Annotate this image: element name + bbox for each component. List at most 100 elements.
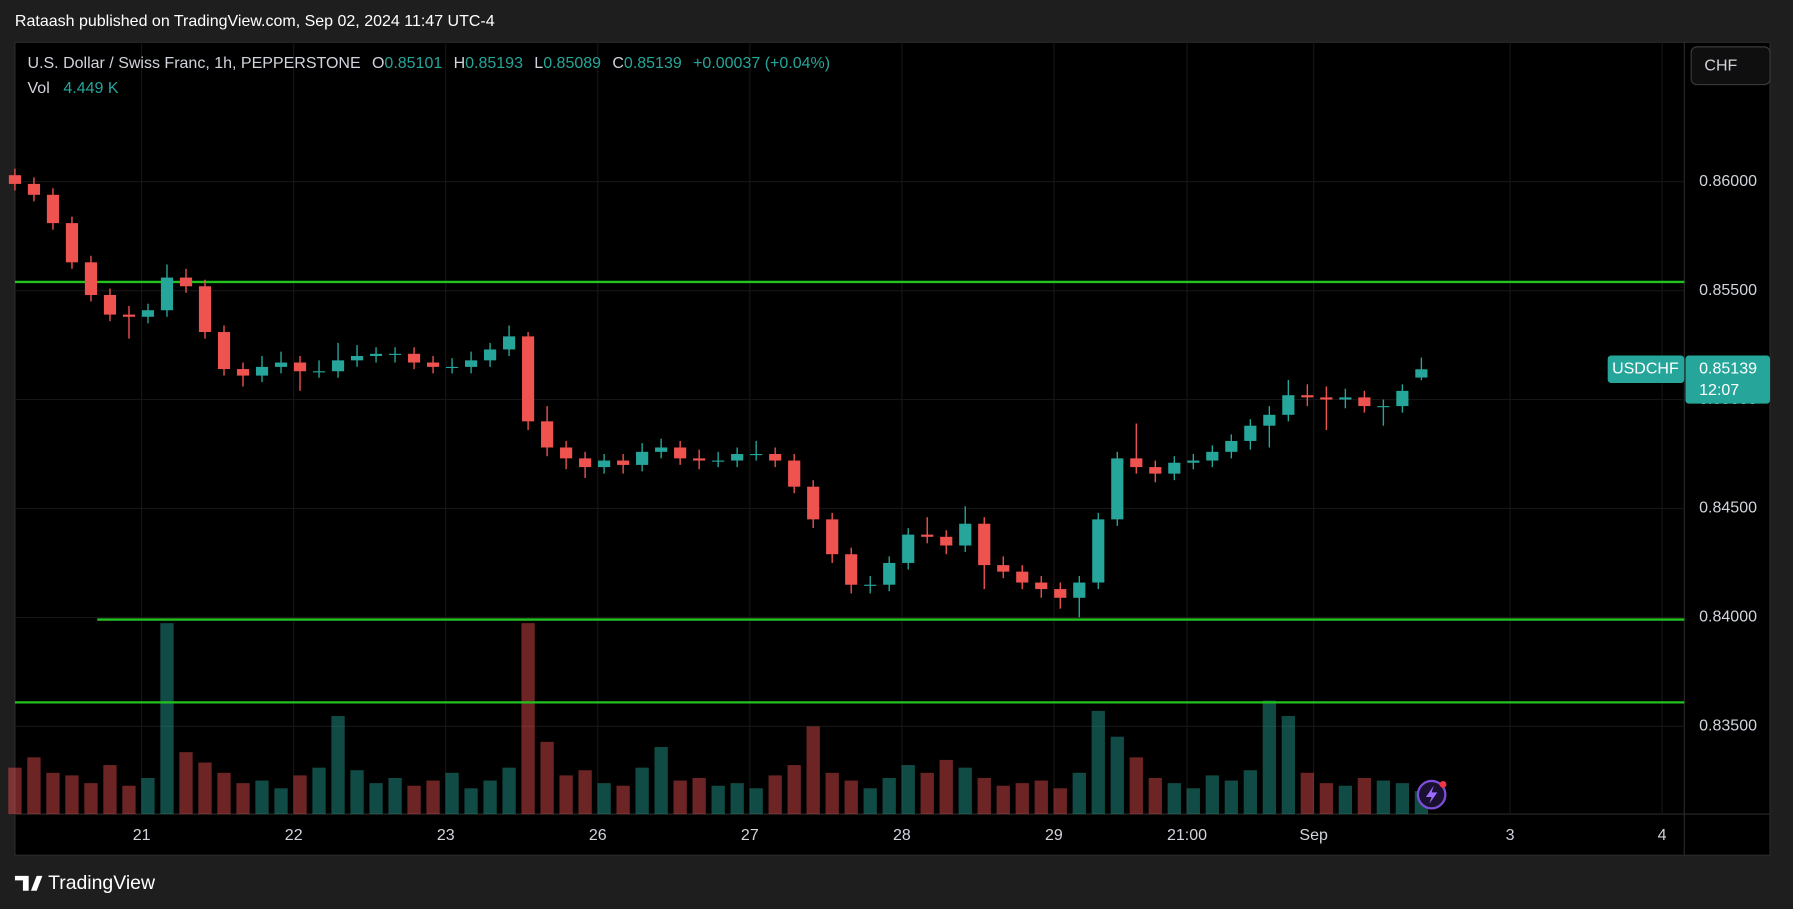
candle-body	[103, 294, 117, 315]
x-tick-label: 29	[1045, 827, 1063, 844]
volume-bar	[787, 765, 801, 815]
candle-body	[579, 458, 592, 468]
candle-body	[141, 310, 155, 317]
volume-bar	[901, 765, 915, 815]
volume-bar	[673, 780, 687, 815]
volume-bar	[996, 785, 1010, 815]
candle-body	[617, 460, 630, 465]
candle-body	[674, 447, 687, 459]
x-tick-label: 22	[285, 827, 303, 844]
candle-body	[769, 454, 782, 461]
x-tick-label: 4	[1658, 827, 1667, 844]
flash-glyph	[1425, 785, 1438, 804]
candle-body	[1092, 519, 1105, 583]
candle-body	[65, 223, 79, 263]
ohlc-value: 0.85101	[384, 55, 442, 72]
candle-body	[122, 314, 136, 317]
candle-body	[940, 536, 953, 546]
volume-bar	[1129, 757, 1143, 815]
candle-body	[1206, 451, 1219, 461]
volume-bar	[141, 777, 155, 815]
volume-bar	[1338, 785, 1353, 815]
volume-bar	[1395, 783, 1410, 815]
volume-bar	[1224, 780, 1238, 815]
legend: U.S. Dollar / Swiss Franc, 1h, PEPPERSTO…	[28, 55, 831, 72]
volume-name: Vol	[28, 80, 50, 97]
candle-body	[1130, 458, 1143, 468]
candle-body	[560, 447, 573, 459]
x-tick-label: 27	[741, 827, 759, 844]
volume-bar	[1376, 780, 1391, 815]
quick-action[interactable]	[1416, 779, 1447, 810]
symbol-tag	[1607, 355, 1685, 383]
candle-body	[598, 460, 611, 468]
candle-body	[1073, 582, 1086, 598]
volume-bar	[540, 741, 554, 815]
volume-bar	[236, 783, 250, 815]
candle-body	[902, 534, 915, 563]
currency-label[interactable]: CHF	[1704, 58, 1737, 75]
candle-body	[541, 421, 554, 448]
y-tick-label: 0.84000	[1699, 609, 1757, 626]
candle-body	[8, 175, 22, 184]
volume-bar	[312, 767, 326, 815]
volume-value: 4.449 K	[63, 80, 118, 97]
y-tick-label: 0.84500	[1699, 500, 1757, 517]
ohlc-label: C	[612, 55, 624, 72]
volume-bar	[882, 777, 896, 815]
y-tick-label: 0.85500	[1699, 282, 1757, 299]
volume-bar	[350, 770, 364, 815]
volume-bar	[730, 783, 744, 815]
candle-body	[1035, 582, 1048, 590]
x-tick-label: 21	[133, 827, 151, 844]
candle-body	[1396, 390, 1409, 407]
candle-body	[46, 194, 60, 224]
candle-body	[1320, 397, 1333, 400]
volume-legend: Vol 4.449 K	[28, 80, 119, 97]
volume-bar	[768, 775, 782, 815]
volume-bar	[692, 777, 706, 815]
ohlc-label: L	[534, 55, 543, 72]
plot: 0.835000.840000.845000.850000.855000.860…	[8, 42, 1757, 844]
volume-bar	[331, 716, 345, 815]
candle-body	[27, 183, 41, 195]
volume-bar	[1357, 777, 1372, 815]
ohlc-value: 0.85193	[465, 55, 523, 72]
logo-mark	[14, 875, 43, 891]
candles	[8, 168, 1428, 618]
volume-bar	[464, 788, 478, 815]
volume-bar	[806, 726, 820, 815]
candle-body	[750, 454, 763, 456]
chart-panel	[14, 41, 1771, 856]
volume-bar	[1053, 788, 1067, 815]
ohlc-label: H	[454, 55, 466, 72]
candle-body	[312, 371, 326, 373]
volume-bar	[1167, 783, 1181, 815]
volume-bar	[920, 772, 934, 815]
candle-body	[1187, 460, 1200, 463]
flash-badge	[1439, 780, 1447, 788]
candle-body	[978, 523, 991, 566]
candle-body	[179, 277, 193, 287]
candle-body	[807, 486, 820, 520]
volume-bar	[1262, 700, 1276, 815]
volume-bar	[1186, 788, 1200, 815]
volume-bar	[198, 762, 212, 815]
candle-body	[883, 562, 896, 585]
ohlc-value: 0.85139	[624, 55, 682, 72]
volume-bar	[1091, 710, 1105, 815]
candle-body	[160, 277, 174, 311]
volume-bar	[844, 780, 858, 815]
candle-body	[369, 353, 383, 356]
candle-body	[826, 519, 839, 555]
candle-body	[997, 565, 1010, 572]
candle-body	[255, 366, 269, 376]
volume-bar	[293, 775, 307, 815]
volume-bar	[1243, 770, 1257, 815]
candle-body	[217, 332, 231, 370]
candle-body	[1377, 406, 1390, 408]
candle-body	[84, 262, 98, 295]
currency-button[interactable]	[1690, 46, 1771, 86]
volume-bar	[825, 772, 839, 815]
